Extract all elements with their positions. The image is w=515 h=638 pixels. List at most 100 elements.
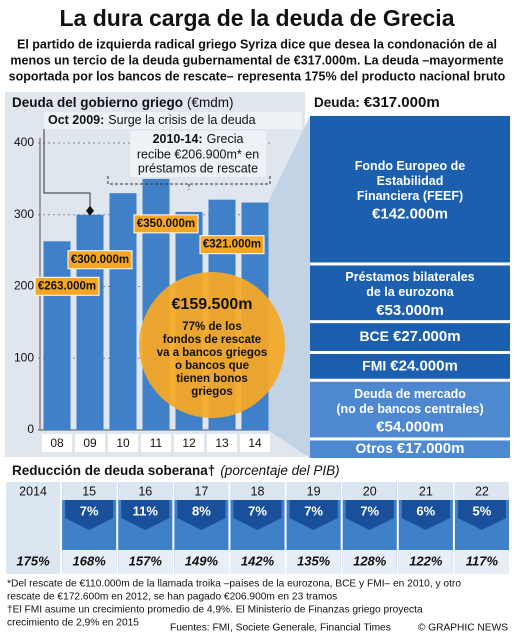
x-tick-label: 08 — [50, 436, 64, 450]
segment-name: FMI — [362, 357, 386, 373]
bar — [109, 193, 137, 430]
year-label: 21 — [419, 484, 433, 498]
reduction-label: 8% — [192, 503, 211, 518]
source: Fuentes: FMI, Societe Generale, Financia… — [170, 623, 391, 634]
x-tick-label: 13 — [215, 436, 229, 450]
total-label: €317.000m — [364, 94, 440, 111]
y-tick-label: 200 — [14, 279, 34, 293]
bar — [43, 241, 71, 430]
chart-title-main: Deuda: — [314, 95, 360, 110]
year-label: 22 — [475, 484, 489, 498]
callout-text: fondos de rescate — [163, 334, 261, 346]
reduction-label: 7% — [360, 503, 379, 518]
x-label-bg — [75, 434, 105, 452]
segment-name: Estabilidad — [377, 174, 444, 188]
column-bottom — [174, 550, 229, 574]
year-label: 17 — [194, 484, 208, 498]
value-label: €350.000m — [137, 218, 195, 230]
year-label: 20 — [363, 484, 377, 498]
value-label: 117% — [466, 553, 499, 568]
reduction-label: 5% — [473, 503, 492, 518]
callout-text: tienen bonos — [176, 373, 248, 385]
callout-text: o bancos que — [175, 360, 249, 372]
annotation-label: Oct 2009: — [48, 113, 104, 127]
segment-name: Otros — [356, 440, 394, 456]
segment-label: FMI €24.000m — [362, 357, 458, 374]
segment-value: €54.000m — [376, 419, 444, 436]
subtitle: soportada por los bancos de rescate– rep… — [9, 69, 506, 83]
annotation-brace — [107, 176, 271, 190]
title: La dura carga de la deuda de Grecia — [60, 5, 455, 31]
callout-text: 77% de los — [182, 321, 241, 333]
value-label: 122% — [409, 553, 443, 568]
stack-segment — [310, 323, 510, 352]
value-label-bg — [67, 250, 133, 270]
reduction-arrow — [65, 500, 114, 530]
year-label: 15 — [82, 484, 96, 498]
segment-name: Fondo Europeo de — [355, 159, 465, 173]
x-tick-label: 11 — [150, 436, 163, 450]
value-label-bg — [34, 276, 100, 296]
stack-segment — [310, 116, 510, 263]
x-tick-label: 14 — [248, 436, 262, 450]
chart-title-main: Reducción de deuda soberana† — [12, 463, 215, 478]
segment-name: (no de bancos centrales) — [336, 402, 483, 416]
segment-name: de la eurozona — [366, 285, 455, 299]
x-tick-label: 09 — [83, 436, 97, 450]
x-label-bg — [207, 434, 237, 452]
column-top — [174, 482, 229, 500]
value-label-bg — [133, 214, 199, 234]
year-label: 16 — [138, 484, 152, 498]
callout-amount: €159.500m — [172, 296, 253, 313]
stack-segment — [310, 381, 510, 438]
annotation-marker — [86, 205, 94, 216]
callout-text: va a bancos griegos — [157, 347, 268, 359]
x-label-bg — [240, 434, 270, 452]
stack-segment — [310, 265, 510, 321]
segment-name: BCE — [359, 328, 389, 344]
segment-value: €53.000m — [376, 302, 444, 319]
segment-value: €24.000m — [390, 357, 458, 374]
subtitle: menos un tercio de la deuda gubernamenta… — [10, 53, 503, 67]
y-tick-label: 400 — [14, 135, 34, 149]
annotation: 2010-14: Grecia — [153, 132, 244, 146]
column-top — [62, 482, 117, 500]
reduction-arrow — [177, 500, 226, 530]
chart-title: Deuda: €317.000m — [314, 94, 440, 111]
segment-name: Financiera (FEEF) — [357, 189, 463, 203]
reduction-arrow — [457, 500, 506, 530]
year-label: 19 — [307, 484, 321, 498]
stack-segment — [310, 354, 510, 379]
reduction-arrow — [345, 500, 394, 530]
column-top — [286, 482, 341, 500]
stack-segment — [310, 440, 510, 458]
column-top — [342, 482, 397, 500]
annotation: Oct 2009: Surge la crisis de la deuda — [48, 113, 256, 127]
reduction-label: 7% — [304, 503, 323, 518]
segment-value: €142.000m — [372, 206, 448, 223]
column-bottom — [230, 550, 285, 574]
annotation-bg — [44, 112, 302, 129]
column-top — [398, 482, 453, 500]
segment-label: Otros €17.000m — [356, 440, 465, 457]
column-top — [230, 482, 285, 500]
column-top — [454, 482, 509, 500]
credit: © GRAPHIC NEWS — [418, 623, 508, 634]
year-label: 18 — [251, 484, 265, 498]
value-label: 149% — [185, 553, 219, 568]
x-label-bg — [174, 434, 204, 452]
y-axis-label: (€mdm) — [187, 95, 234, 110]
column-bottom — [62, 550, 117, 574]
value-label: 175% — [16, 553, 50, 568]
footnote: rescate de €172.600m en 2012, se han pag… — [7, 592, 337, 603]
reduction-label: 7% — [248, 503, 267, 518]
x-tick-label: 12 — [182, 436, 196, 450]
callout-text: griegos — [191, 386, 233, 398]
reduction-arrow — [289, 500, 338, 530]
year-label: 2014 — [19, 484, 47, 498]
column-bottom — [6, 550, 61, 574]
footnote: †El FMI asume un crecimiento promedio de… — [7, 605, 423, 616]
segment-name: Deuda de mercado — [354, 387, 466, 401]
segment-value: €17.000m — [397, 440, 465, 457]
y-tick-label: 300 — [14, 207, 34, 221]
